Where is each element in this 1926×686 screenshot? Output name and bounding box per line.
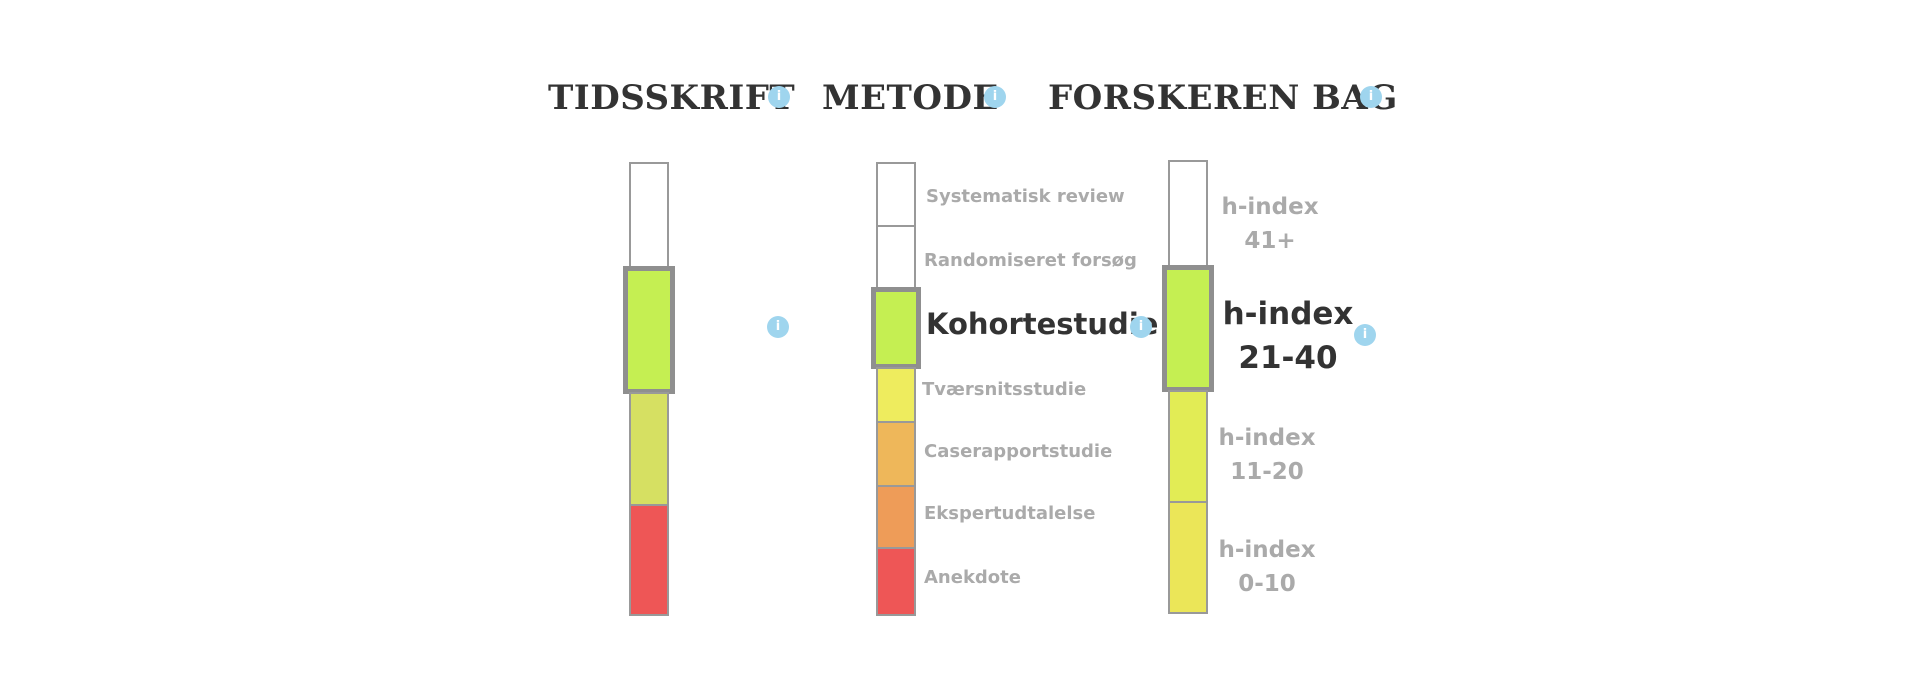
metode-label-caserapportstudie: Caserapportstudie <box>924 441 1113 462</box>
metode-level-systematisk-review[interactable] <box>876 162 916 227</box>
info-icon[interactable]: i <box>1130 316 1152 338</box>
forskeren-label-0-10: h-index 0-10 <box>1207 533 1327 601</box>
info-icon[interactable]: i <box>1360 86 1382 108</box>
forskeren-level-21-40[interactable] <box>1162 265 1214 392</box>
metode-level-tvaersnitsstudie[interactable] <box>876 367 916 423</box>
info-icon[interactable]: i <box>1354 324 1376 346</box>
metode-level-kohortestudie[interactable] <box>871 287 921 369</box>
header-forskeren-bag: FORSKEREN BAG <box>1048 78 1398 118</box>
metode-label-anekdote: Anekdote <box>924 567 1021 588</box>
forskeren-label-line1: h-index <box>1218 425 1316 451</box>
forskeren-label-line1: h-index <box>1221 194 1319 220</box>
metode-label-systematisk-review: Systematisk review <box>926 186 1125 207</box>
metode-label-kohortestudie: Kohortestudie <box>926 307 1159 341</box>
header-metode: METODE <box>822 78 999 118</box>
forskeren-label-line2: 0-10 <box>1238 571 1296 597</box>
metode-level-caserapportstudie[interactable] <box>876 421 916 487</box>
info-icon[interactable]: i <box>984 86 1006 108</box>
forskeren-label-line1: h-index <box>1218 537 1316 563</box>
info-icon[interactable]: i <box>767 316 789 338</box>
metode-label-tvaersnitsstudie: Tværsnitsstudie <box>922 379 1087 400</box>
forskeren-label-line2: 11-20 <box>1230 459 1304 485</box>
metode-level-ekspertudtalelse[interactable] <box>876 485 916 549</box>
tidsskrift-level-bottom[interactable] <box>629 504 669 616</box>
metode-label-ekspertudtalelse: Ekspertudtalelse <box>924 503 1096 524</box>
forskeren-level-41-plus[interactable] <box>1168 160 1208 268</box>
forskeren-label-41-plus: h-index 41+ <box>1210 190 1330 258</box>
header-tidsskrift: TIDSSKRIFT <box>548 78 796 118</box>
forskeren-level-11-20[interactable] <box>1168 390 1208 503</box>
metode-label-randomiseret-forsoeg: Randomiseret forsøg <box>924 250 1137 271</box>
forskeren-label-11-20: h-index 11-20 <box>1207 421 1327 489</box>
forskeren-label-21-40: h-index 21-40 <box>1218 292 1358 380</box>
forskeren-level-0-10[interactable] <box>1168 501 1208 614</box>
metode-level-randomiseret-forsoeg[interactable] <box>876 225 916 289</box>
tidsskrift-level-top[interactable] <box>629 162 669 268</box>
forskeren-label-line2: 41+ <box>1244 228 1296 254</box>
forskeren-label-line1: h-index <box>1222 296 1354 332</box>
metode-level-anekdote[interactable] <box>876 547 916 616</box>
forskeren-label-line2: 21-40 <box>1238 340 1338 376</box>
tidsskrift-level-selected[interactable] <box>623 266 675 394</box>
tidsskrift-level-middle[interactable] <box>629 392 669 506</box>
info-icon[interactable]: i <box>768 86 790 108</box>
